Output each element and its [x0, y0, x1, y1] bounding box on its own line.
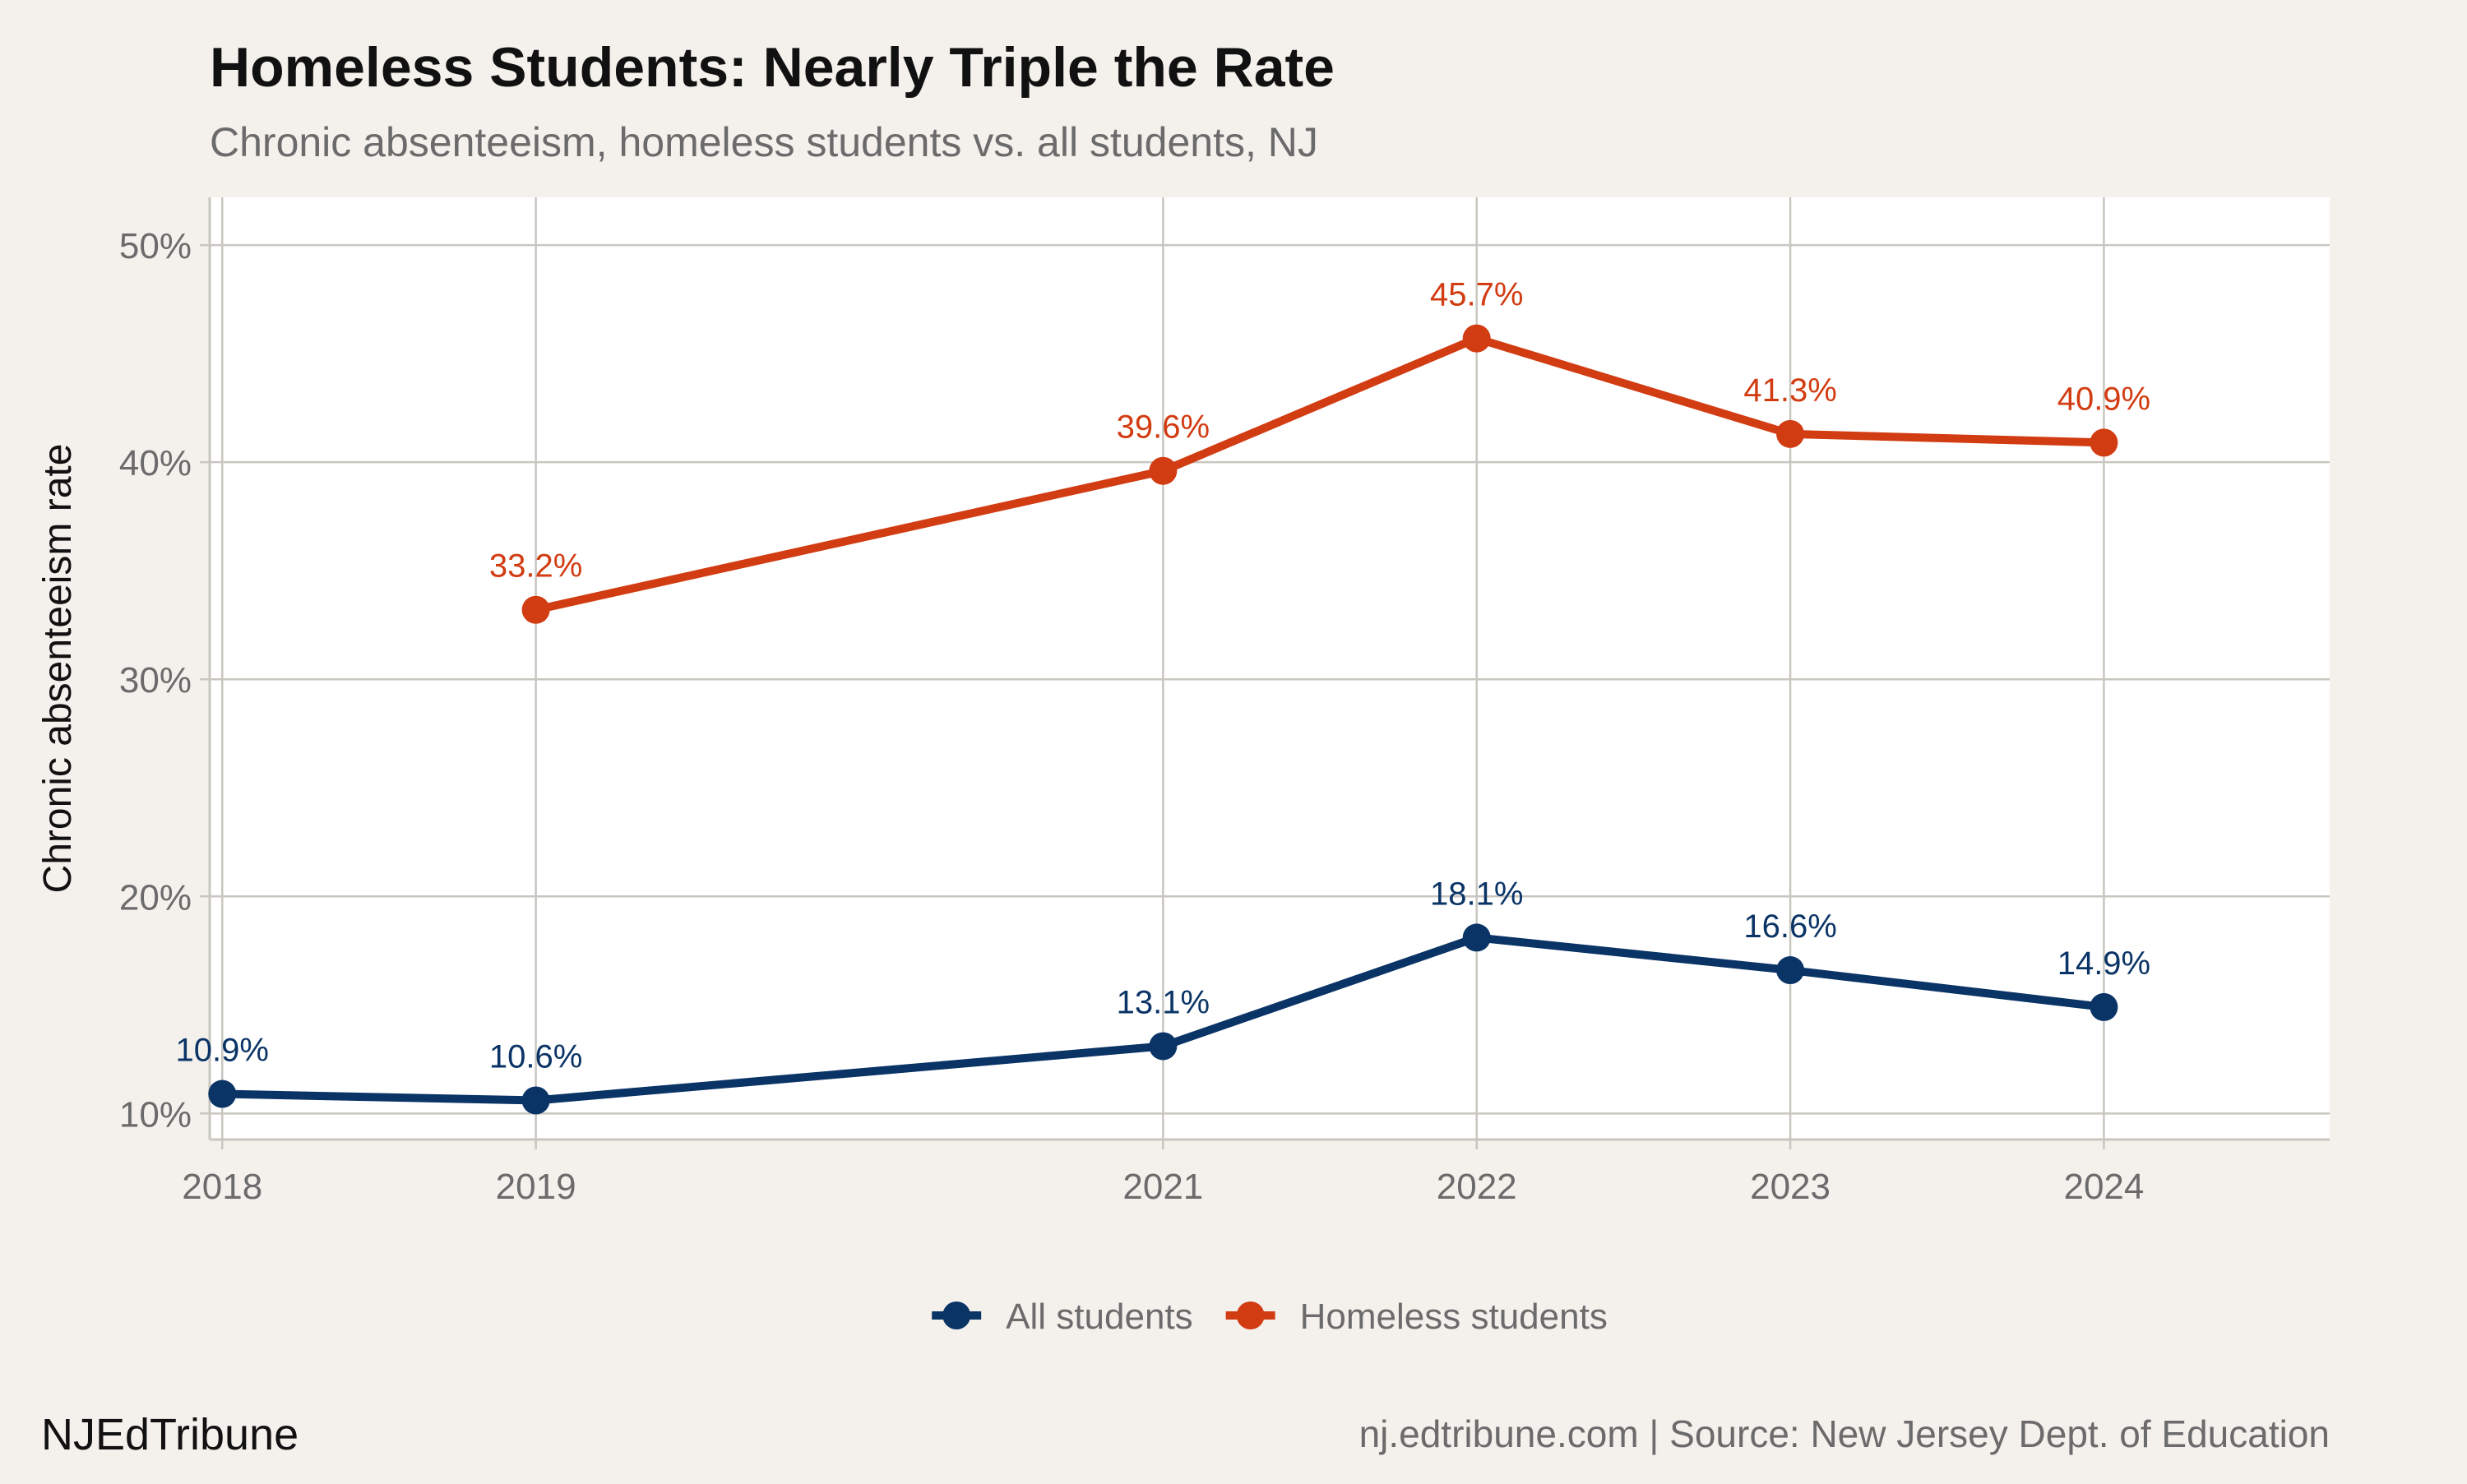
- data-label: 39.6%: [1117, 409, 1210, 446]
- legend-label: All students: [1006, 1297, 1192, 1337]
- y-tick-label: 20%: [119, 877, 192, 918]
- y-tick-label: 30%: [119, 660, 192, 700]
- data-label: 13.1%: [1117, 984, 1210, 1020]
- x-tick-label: 2022: [1437, 1167, 1517, 1207]
- y-axis-ticks: 10% 20% 30% 40% 50%: [119, 226, 210, 1135]
- series-line: [218, 933, 2108, 1105]
- data-label: 33.2%: [489, 548, 582, 585]
- data-label: 16.6%: [1743, 908, 1836, 945]
- data-point: [2090, 992, 2118, 1021]
- y-tick-label: 10%: [119, 1094, 192, 1135]
- data-point: [1149, 456, 1178, 485]
- chart-title: Homeless Students: Nearly Triple the Rat…: [210, 36, 1335, 99]
- data-label: 41.3%: [1743, 372, 1836, 409]
- data-point: [521, 595, 550, 624]
- legend-label: Homeless students: [1300, 1297, 1608, 1337]
- plot-panel: [210, 197, 2330, 1140]
- x-tick-label: 2023: [1750, 1167, 1831, 1207]
- data-point: [1462, 923, 1491, 952]
- footer-brand: NJEdTribune: [41, 1410, 299, 1459]
- series-layer: 10.9% 10.6% 13.1% 18.1% 16.6% 14.9% 33.2% 39.6%…: [176, 277, 2150, 1115]
- data-point: [521, 1086, 550, 1115]
- x-tick-label: 2024: [2063, 1167, 2144, 1207]
- data-point: [208, 1079, 237, 1108]
- data-point: [1149, 1032, 1178, 1061]
- data-label: 40.9%: [2057, 381, 2150, 417]
- data-point: [1776, 419, 1805, 448]
- y-tick-label: 40%: [119, 443, 192, 483]
- legend: All students Homeless students: [932, 1297, 1608, 1337]
- x-axis-ticks: 2018 2019 2021 2022 2023 2024: [182, 1140, 2144, 1207]
- data-label: 10.6%: [489, 1038, 582, 1075]
- footer-source: nj.edtribune.com | Source: New Jersey De…: [1359, 1412, 2330, 1455]
- legend-item: Homeless students: [1225, 1297, 1608, 1337]
- legend-key-dot: [942, 1301, 971, 1329]
- x-tick-label: 2021: [1122, 1167, 1203, 1207]
- x-tick-label: 2018: [182, 1167, 262, 1207]
- data-label: 10.9%: [176, 1033, 269, 1069]
- y-tick-label: 50%: [119, 226, 192, 266]
- data-point: [2090, 428, 2118, 457]
- data-label: 45.7%: [1430, 277, 1523, 313]
- chart-subtitle: Chronic absenteeism, homeless students v…: [210, 119, 1318, 165]
- legend-item: All students: [932, 1297, 1193, 1337]
- data-label: 18.1%: [1430, 876, 1523, 912]
- x-tick-label: 2019: [496, 1167, 576, 1207]
- data-point: [1776, 956, 1805, 985]
- data-label: 14.9%: [2057, 945, 2150, 982]
- legend-key-dot: [1236, 1301, 1265, 1329]
- y-axis-title: Chronic absenteeism rate: [36, 444, 80, 894]
- data-point: [1462, 324, 1491, 353]
